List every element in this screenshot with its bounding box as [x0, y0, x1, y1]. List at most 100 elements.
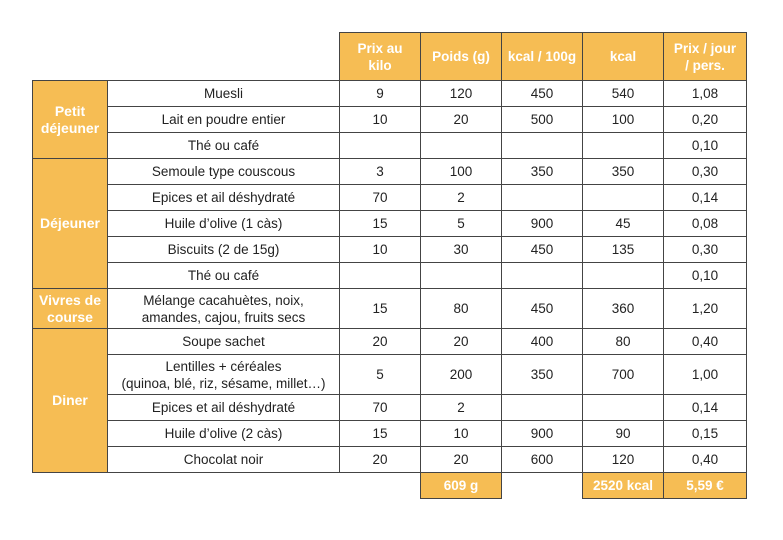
kcal-cell	[582, 184, 664, 211]
item-label-line: Huile d’olive (2 càs)	[164, 426, 283, 441]
kcal-cell: 540	[582, 80, 664, 107]
kcal-cell	[582, 262, 664, 289]
kcal-cell	[582, 132, 664, 159]
kcal-cell: 360	[582, 288, 664, 329]
price-per-kilo-cell: 20	[339, 328, 421, 355]
table-row: Biscuits (2 de 15g) 10 30 450 135 0,30	[33, 236, 747, 263]
weight-cell	[420, 262, 502, 289]
weight-cell: 2	[420, 394, 502, 421]
table-row: Huile d’olive (1 càs) 15 5 900 45 0,08	[33, 210, 747, 237]
price-per-kilo-cell: 20	[339, 446, 421, 473]
item-cell: Lait en poudre entier	[107, 106, 340, 133]
category-cell: Petit déjeuner	[32, 80, 108, 159]
category-label-line: Vivres de	[38, 291, 101, 308]
kcal-per-100g-cell	[501, 394, 583, 421]
kcal-per-100g-cell	[501, 184, 583, 211]
category-label-line: course	[47, 308, 93, 325]
item-cell: Huile d’olive (1 càs)	[107, 210, 340, 237]
meal-plan-table-container: Prix au kilo Poids (g) kcal / 100g kcal …	[32, 32, 747, 499]
totals-blank	[340, 473, 421, 499]
price-per-day-cell: 1,08	[663, 80, 747, 107]
kcal-cell	[582, 394, 664, 421]
item-cell: Thé ou café	[107, 132, 340, 159]
table-row: Diner Soupe sachet 20 20 400 80 0,40	[32, 328, 747, 473]
weight-cell: 10	[420, 420, 502, 447]
item-label-line: Soupe sachet	[182, 334, 265, 349]
category-label-line: Petit	[54, 102, 86, 119]
item-cell: Thé ou café	[107, 262, 340, 289]
price-per-kilo-cell: 9	[339, 80, 421, 107]
price-per-kilo-cell: 10	[339, 236, 421, 263]
weight-cell	[420, 132, 502, 159]
price-per-kilo-cell: 70	[339, 394, 421, 421]
item-label-line: Semoule type couscous	[151, 164, 296, 179]
item-cell: Soupe sachet	[107, 328, 340, 355]
totals-blank	[33, 473, 108, 499]
kcal-cell: 45	[582, 210, 664, 237]
item-label-line: Chocolat noir	[183, 452, 264, 467]
table-row: Thé ou café 0,10	[33, 132, 747, 159]
kcal-per-100g-cell: 900	[501, 420, 583, 447]
price-per-kilo-cell: 15	[339, 288, 421, 329]
header-kcal: kcal	[582, 32, 664, 81]
table-row: Vivres de course Mélange cacahuètes, noix,…	[32, 288, 747, 329]
category-label-line: déjeuner	[40, 119, 100, 136]
item-cell: Chocolat noir	[107, 446, 340, 473]
price-per-day-cell: 0,10	[663, 262, 747, 289]
weight-cell: 80	[420, 288, 502, 329]
kcal-cell: 80	[582, 328, 664, 355]
weight-cell: 20	[420, 106, 502, 133]
kcal-per-100g-cell: 450	[501, 80, 583, 107]
weight-cell: 5	[420, 210, 502, 237]
total-kcal: 2520 kcal	[582, 472, 664, 499]
weight-cell: 20	[420, 328, 502, 355]
item-label-line: Lentilles + céréales	[165, 358, 282, 374]
table-row: Lentilles + céréales (quinoa, blé, riz, s…	[33, 354, 747, 395]
price-per-day-cell: 0,20	[663, 106, 747, 133]
price-per-kilo-cell	[339, 132, 421, 159]
price-per-day-cell: 0,40	[663, 328, 747, 355]
item-cell: Epices et ail déshydraté	[107, 394, 340, 421]
header-price-per-day-line-2: / pers.	[685, 57, 725, 73]
table-row: Thé ou café 0,10	[33, 262, 747, 289]
price-per-kilo-cell: 5	[339, 354, 421, 395]
category-cell: Déjeuner	[32, 158, 108, 289]
header-blank-category	[33, 33, 108, 81]
table-row: Epices et ail déshydraté 70 2 0,14	[33, 184, 747, 211]
price-per-kilo-cell: 70	[339, 184, 421, 211]
category-cell: Vivres de course	[32, 288, 108, 329]
price-per-kilo-cell: 10	[339, 106, 421, 133]
kcal-per-100g-cell: 400	[501, 328, 583, 355]
price-per-day-cell: 0,14	[663, 394, 747, 421]
header-row: Prix au kilo Poids (g) kcal / 100g kcal …	[33, 32, 747, 81]
table-row: Huile d’olive (2 càs) 15 10 900 90 0,15	[33, 420, 747, 447]
table-body: Prix au kilo Poids (g) kcal / 100g kcal …	[32, 32, 747, 499]
header-price-per-kilo: Prix au kilo	[339, 32, 421, 81]
table-row: Petit déjeuner Muesli 9 120 450 540 1,08	[32, 80, 747, 159]
price-per-day-cell: 0,30	[663, 236, 747, 263]
price-per-day-cell: 0,14	[663, 184, 747, 211]
meal-plan-table: Prix au kilo Poids (g) kcal / 100g kcal …	[32, 32, 747, 499]
table-row: Déjeuner Semoule type couscous 3 100 350 350 0…	[32, 158, 747, 289]
weight-cell: 120	[420, 80, 502, 107]
price-per-day-cell: 0,10	[663, 132, 747, 159]
item-cell: Huile d’olive (2 càs)	[107, 420, 340, 447]
totals-blank	[108, 473, 340, 499]
price-per-day-cell: 0,40	[663, 446, 747, 473]
item-label-line: Epices et ail déshydraté	[151, 190, 296, 205]
kcal-per-100g-cell: 900	[501, 210, 583, 237]
kcal-per-100g-cell: 450	[501, 288, 583, 329]
price-per-day-cell: 0,30	[663, 158, 747, 185]
header-weight: Poids (g)	[420, 32, 502, 81]
header-price-per-day-person: Prix / jour / pers.	[663, 32, 747, 81]
kcal-per-100g-cell: 350	[501, 158, 583, 185]
kcal-cell: 700	[582, 354, 664, 395]
item-label-line: Thé ou café	[187, 138, 260, 153]
item-cell: Muesli	[107, 80, 340, 107]
item-label-line: Muesli	[203, 86, 243, 101]
price-per-kilo-cell: 15	[339, 420, 421, 447]
item-cell: Epices et ail déshydraté	[107, 184, 340, 211]
price-per-day-cell: 0,15	[663, 420, 747, 447]
item-label-line: amandes, cajou, fruits secs	[141, 309, 306, 325]
weight-cell: 100	[420, 158, 502, 185]
